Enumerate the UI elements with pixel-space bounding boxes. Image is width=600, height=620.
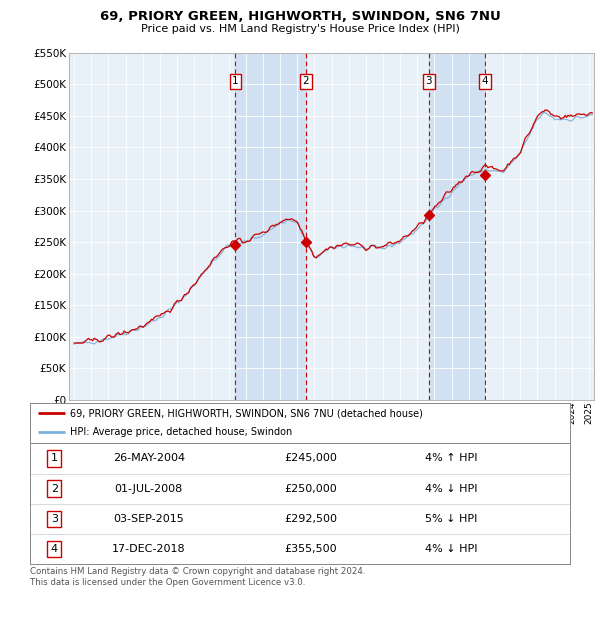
- Text: Contains HM Land Registry data © Crown copyright and database right 2024.
This d: Contains HM Land Registry data © Crown c…: [30, 567, 365, 587]
- Text: 2: 2: [51, 484, 58, 494]
- Text: 1: 1: [232, 76, 239, 86]
- Text: 69, PRIORY GREEN, HIGHWORTH, SWINDON, SN6 7NU: 69, PRIORY GREEN, HIGHWORTH, SWINDON, SN…: [100, 10, 500, 23]
- Text: 69, PRIORY GREEN, HIGHWORTH, SWINDON, SN6 7NU (detached house): 69, PRIORY GREEN, HIGHWORTH, SWINDON, SN…: [71, 408, 424, 418]
- Text: 2: 2: [302, 76, 309, 86]
- Text: 4: 4: [51, 544, 58, 554]
- Text: £355,500: £355,500: [284, 544, 337, 554]
- Text: 1: 1: [51, 453, 58, 463]
- Text: 5% ↓ HPI: 5% ↓ HPI: [425, 514, 478, 524]
- Text: 17-DEC-2018: 17-DEC-2018: [112, 544, 185, 554]
- Text: £292,500: £292,500: [284, 514, 337, 524]
- Text: 3: 3: [51, 514, 58, 524]
- Text: 4% ↓ HPI: 4% ↓ HPI: [425, 544, 478, 554]
- Text: 4% ↓ HPI: 4% ↓ HPI: [425, 484, 478, 494]
- Bar: [235, 53, 306, 400]
- Text: Price paid vs. HM Land Registry's House Price Index (HPI): Price paid vs. HM Land Registry's House …: [140, 24, 460, 33]
- Text: 4: 4: [482, 76, 488, 86]
- Text: £245,000: £245,000: [284, 453, 337, 463]
- Text: 03-SEP-2015: 03-SEP-2015: [113, 514, 184, 524]
- Text: £250,000: £250,000: [284, 484, 337, 494]
- Text: 3: 3: [425, 76, 432, 86]
- Bar: [429, 53, 485, 400]
- Text: 26-MAY-2004: 26-MAY-2004: [113, 453, 185, 463]
- Text: 4% ↑ HPI: 4% ↑ HPI: [425, 453, 478, 463]
- Text: HPI: Average price, detached house, Swindon: HPI: Average price, detached house, Swin…: [71, 427, 293, 437]
- Text: 01-JUL-2008: 01-JUL-2008: [115, 484, 183, 494]
